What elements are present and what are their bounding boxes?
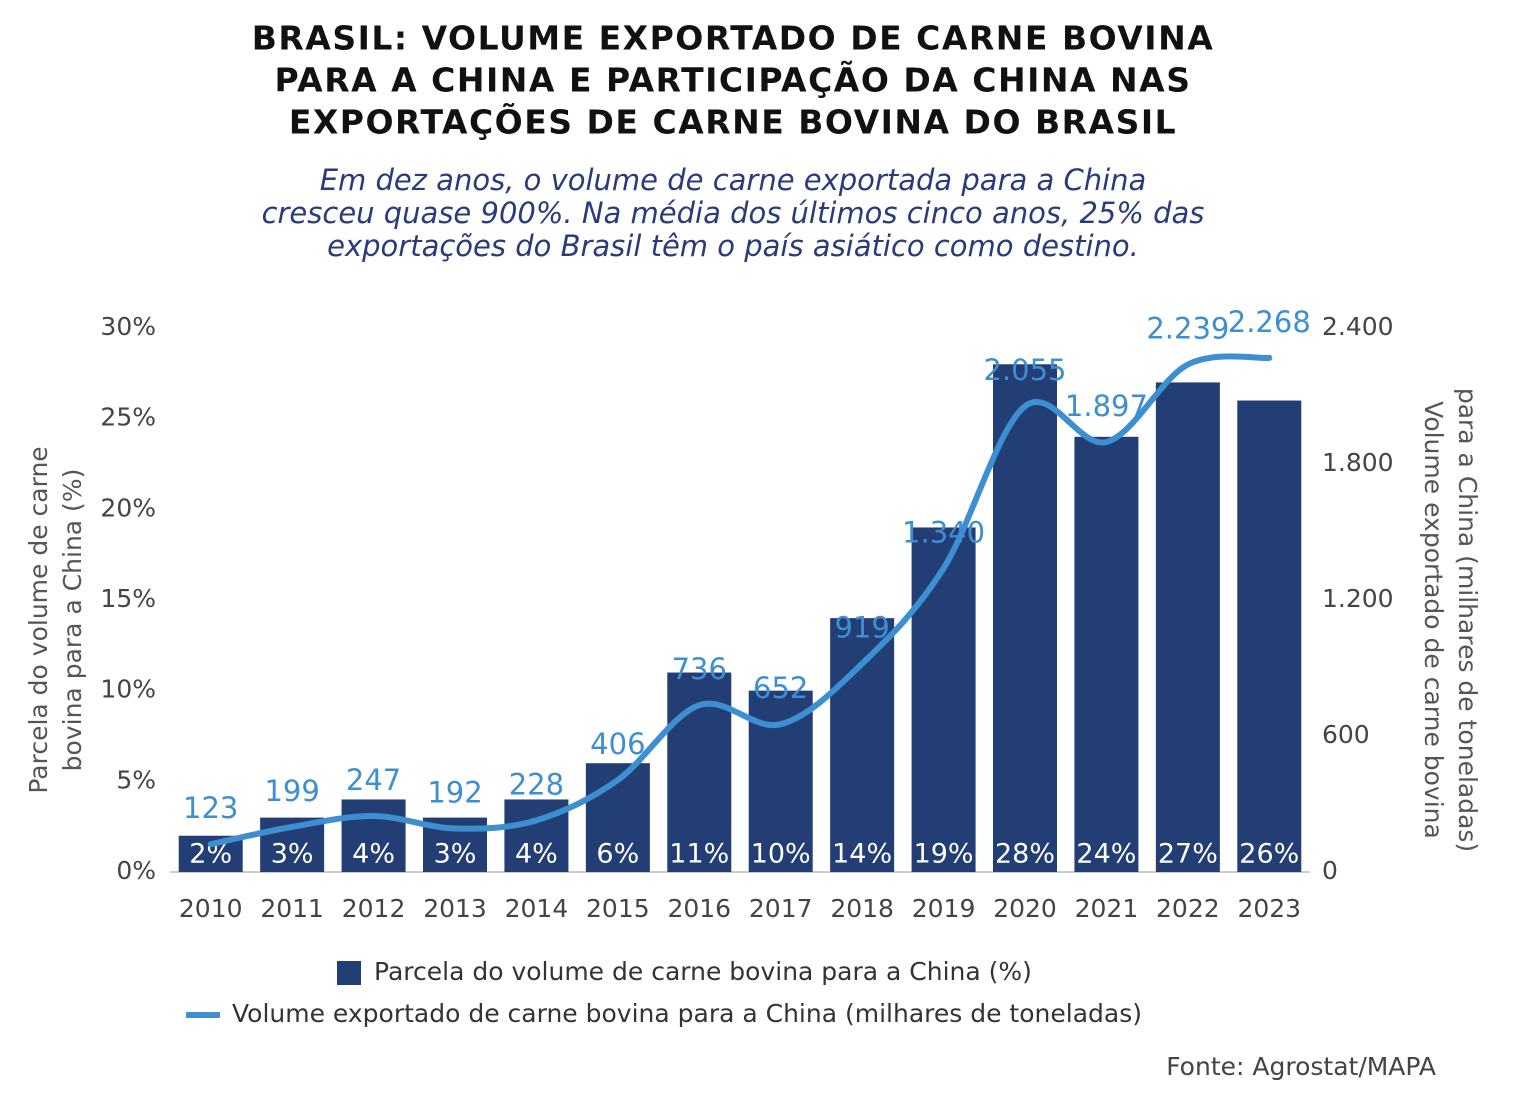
y2-tick-label: 600 xyxy=(1322,720,1370,749)
x-tick-label: 2014 xyxy=(505,894,569,923)
line-value-label: 736 xyxy=(672,652,727,686)
bar-value-label: 27% xyxy=(1158,839,1218,870)
bar xyxy=(911,527,976,872)
line xyxy=(207,353,1273,848)
bar xyxy=(993,364,1057,872)
line-value-label: 199 xyxy=(264,774,319,808)
source: Fonte: Agrostat/MAPA xyxy=(1166,1052,1436,1081)
legend-label: Volume exportado de carne bovina para a … xyxy=(232,999,1142,1028)
x-tick-label: 2010 xyxy=(179,894,243,923)
legend-swatch xyxy=(337,961,361,985)
y-axis-label: bovina para a China (%) xyxy=(58,469,87,772)
line-value-label: 123 xyxy=(183,791,238,825)
line-value-label: 652 xyxy=(753,671,808,705)
x-tick-label: 2011 xyxy=(260,894,324,923)
bar-value-label: 19% xyxy=(914,839,974,870)
y-axis-label: Parcela do volume de carne xyxy=(24,446,53,793)
x-tick-label: 2020 xyxy=(993,894,1057,923)
line-value-label: 919 xyxy=(834,611,889,645)
line-value-label: 1.340 xyxy=(902,515,985,549)
bar xyxy=(1155,382,1220,872)
line-value-label: 228 xyxy=(509,767,564,801)
bar-value-label: 28% xyxy=(995,839,1055,870)
y2-tick-label: 0 xyxy=(1322,856,1338,885)
y2-tick-label: 1.200 xyxy=(1322,584,1394,613)
bar-value-label: 4% xyxy=(352,839,395,870)
bar xyxy=(1074,436,1139,872)
bar xyxy=(830,618,895,872)
y-tick-label: 5% xyxy=(116,765,156,794)
x-tick-label: 2019 xyxy=(912,894,976,923)
x-tick-label: 2016 xyxy=(667,894,731,923)
y2-axis-label: para a China (milhares de toneladas) xyxy=(1453,388,1482,852)
y-tick-label: 30% xyxy=(100,312,156,341)
y-tick-label: 15% xyxy=(100,584,156,613)
bar-value-label: 3% xyxy=(271,839,314,870)
line-value-label: 2.055 xyxy=(983,353,1066,387)
bar-value-label: 4% xyxy=(515,839,558,870)
y-tick-label: 20% xyxy=(100,493,156,522)
bar-value-label: 26% xyxy=(1239,839,1299,870)
bar-value-label: 3% xyxy=(434,839,477,870)
y-tick-label: 25% xyxy=(100,403,156,432)
line-value-label: 2.239 xyxy=(1146,311,1229,345)
legend-label: Parcela do volume de carne bovina para a… xyxy=(374,957,1032,986)
chart-title: EXPORTAÇÕES DE CARNE BOVINA DO BRASIL xyxy=(289,102,1177,142)
x-tick-label: 2017 xyxy=(749,894,813,923)
x-tick-label: 2013 xyxy=(423,894,487,923)
bar-value-label: 10% xyxy=(751,839,811,870)
chart-title: PARA A CHINA E PARTICIPAÇÃO DA CHINA NAS xyxy=(275,60,1192,100)
bar xyxy=(1237,400,1302,872)
chart-subtitle: Em dez anos, o volume de carne exportada… xyxy=(320,163,1147,197)
x-tick-label: 2018 xyxy=(830,894,894,923)
x-tick-label: 2012 xyxy=(342,894,406,923)
line-value-label: 2.268 xyxy=(1228,305,1311,339)
bar xyxy=(341,799,406,872)
x-tick-label: 2021 xyxy=(1075,894,1139,923)
y-tick-label: 0% xyxy=(116,856,156,885)
line-value-label: 192 xyxy=(427,775,482,809)
x-tick-label: 2023 xyxy=(1237,894,1301,923)
line-value-label: 406 xyxy=(590,727,645,761)
y2-axis-label: Volume exportado de carne bovina xyxy=(1419,401,1448,839)
bar-value-label: 24% xyxy=(1076,839,1136,870)
chart-title: BRASIL: VOLUME EXPORTADO DE CARNE BOVINA xyxy=(252,19,1215,58)
chart-subtitle: cresceu quase 900%. Na média dos últimos… xyxy=(262,196,1205,230)
y2-tick-label: 2.400 xyxy=(1322,312,1394,341)
line-value-label: 1.897 xyxy=(1065,389,1148,423)
chart-subtitle: exportações do Brasil têm o país asiátic… xyxy=(327,229,1139,263)
x-tick-label: 2015 xyxy=(586,894,650,923)
line-value-label: 247 xyxy=(346,763,401,797)
y2-tick-label: 1.800 xyxy=(1322,448,1394,477)
bar-value-label: 11% xyxy=(669,839,729,870)
bar-value-label: 14% xyxy=(832,839,892,870)
x-tick-label: 2022 xyxy=(1156,894,1220,923)
bar-value-label: 6% xyxy=(596,839,639,870)
y-tick-label: 10% xyxy=(100,675,156,704)
